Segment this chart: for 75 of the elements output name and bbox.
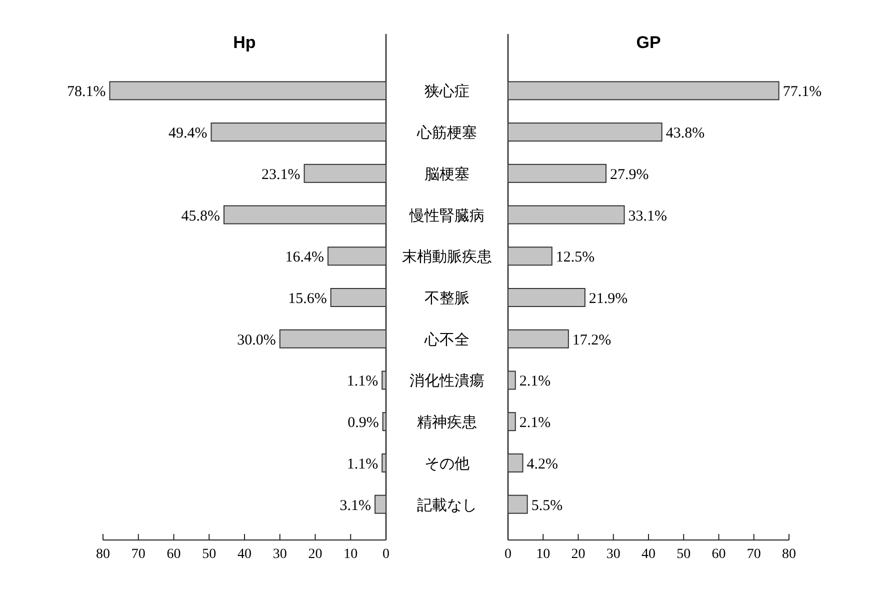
data-label: 12.5% [556, 250, 595, 266]
data-label: 17.2% [572, 332, 612, 348]
x-tick-label: 20 [308, 547, 322, 562]
x-tick-label: 40 [238, 547, 252, 562]
data-label: 2.1% [519, 415, 551, 432]
bar [330, 288, 386, 307]
x-tick-label: 10 [536, 547, 550, 562]
bar [382, 453, 386, 472]
chart-title: GP [636, 33, 661, 52]
data-label: 45.8% [181, 208, 220, 224]
x-tick-label: 80 [782, 547, 796, 562]
x-tick-label: 0 [382, 547, 390, 562]
data-label: 49.4% [168, 126, 208, 142]
bar [382, 412, 386, 432]
x-tick-label: 30 [272, 547, 287, 562]
bar [508, 122, 662, 142]
x-tick-label: 80 [96, 547, 110, 562]
x-tick-label: 50 [202, 547, 216, 562]
data-label: 5.5% [531, 498, 563, 514]
y-tick-label: その他 [424, 455, 470, 472]
y-tick-label: 狭心症 [424, 83, 470, 100]
data-label: 15.6% [288, 291, 327, 307]
bar [304, 164, 386, 183]
bar [508, 246, 552, 266]
bar [508, 494, 528, 514]
data-label: 3.1% [340, 498, 372, 514]
data-label: 78.1% [66, 84, 106, 100]
data-label: 30.0% [237, 332, 276, 348]
bar [210, 122, 386, 142]
x-tick-label: 10 [344, 547, 358, 562]
bar [374, 494, 386, 514]
data-label: 27.9% [610, 166, 649, 183]
y-tick-label: 不整脈 [424, 290, 470, 307]
x-tick-label: 40 [642, 547, 656, 562]
data-label: 0.9% [348, 415, 379, 432]
bar [382, 370, 386, 390]
y-tick-label: 記載なし [417, 496, 477, 514]
bar [508, 288, 586, 307]
y-tick-label: 精神疾患 [417, 414, 477, 432]
data-label: 23.1% [262, 166, 300, 183]
chart-title: Hp [233, 33, 256, 52]
bar [109, 81, 386, 100]
y-tick-label: 心不全 [424, 331, 470, 348]
bar [223, 205, 386, 224]
bar [327, 246, 386, 266]
data-label: 2.1% [519, 374, 551, 390]
y-tick-label: 脳梗塞 [424, 166, 470, 183]
x-tick-label: 70 [131, 547, 146, 562]
data-label: 21.9% [588, 291, 628, 307]
bar [279, 329, 386, 348]
data-label: 1.1% [346, 456, 378, 472]
x-tick-label: 60 [712, 547, 726, 562]
x-tick-label: 0 [504, 547, 512, 562]
y-tick-label: 慢性腎臓病 [408, 207, 484, 224]
data-label: 4.2% [526, 456, 558, 472]
data-label: 77.1% [782, 84, 822, 100]
y-tick-label: 末梢動脈疾患 [402, 248, 492, 266]
bar [508, 453, 524, 472]
data-label: 16.4% [285, 250, 324, 266]
bar [508, 81, 780, 100]
y-tick-label: 消化性潰瘍 [410, 372, 484, 390]
x-tick-label: 50 [676, 547, 691, 562]
x-tick-label: 70 [746, 547, 761, 562]
bar [508, 370, 516, 390]
bar [508, 329, 569, 348]
x-tick-label: 60 [166, 547, 181, 562]
y-tick-label: 心筋梗塞 [416, 124, 477, 142]
data-label: 1.1% [346, 374, 378, 390]
x-tick-label: 20 [571, 547, 586, 562]
data-label: 33.1% [628, 208, 668, 224]
x-tick-label: 30 [606, 547, 620, 562]
bar [508, 205, 625, 224]
bar [508, 412, 516, 432]
bar [508, 164, 606, 183]
data-label: 43.8% [666, 126, 705, 142]
